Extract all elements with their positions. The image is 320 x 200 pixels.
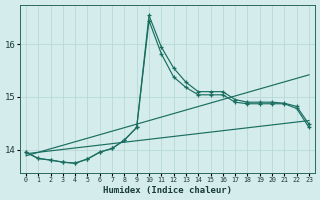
X-axis label: Humidex (Indice chaleur): Humidex (Indice chaleur)	[103, 186, 232, 195]
